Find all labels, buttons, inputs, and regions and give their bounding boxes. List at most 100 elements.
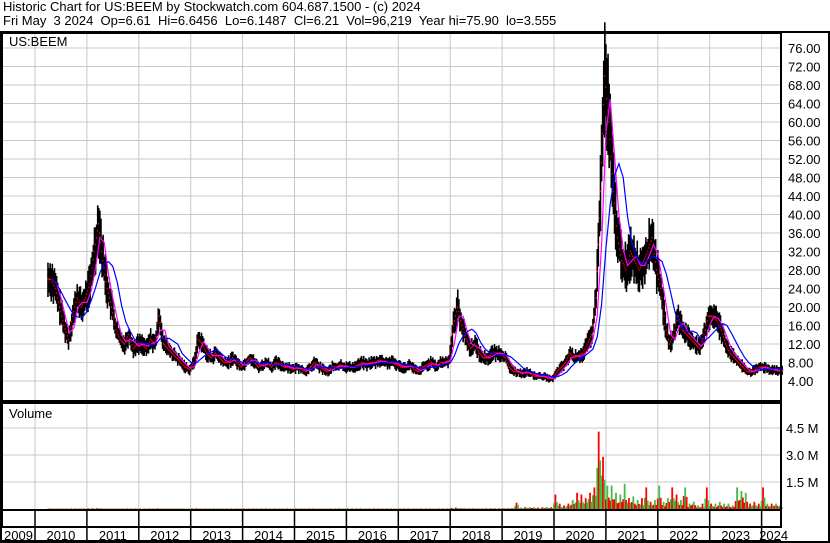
volume-bar xyxy=(727,503,730,509)
close-mark xyxy=(99,232,101,234)
close-mark xyxy=(467,343,470,345)
close-mark xyxy=(51,280,54,283)
volume-bar xyxy=(459,508,462,509)
close-mark xyxy=(186,367,189,370)
close-mark xyxy=(766,367,768,370)
close-mark xyxy=(637,266,640,269)
volume-bar xyxy=(398,508,401,509)
close-mark xyxy=(326,370,328,372)
volume-bar xyxy=(766,503,769,509)
close-mark xyxy=(152,340,154,343)
moving-average-short-line xyxy=(51,98,784,380)
close-mark xyxy=(433,364,435,366)
x-tick-label: 2012 xyxy=(150,528,179,543)
volume-bar xyxy=(372,508,375,509)
volume-bar xyxy=(654,500,656,509)
close-mark xyxy=(746,370,749,373)
close-mark xyxy=(739,362,741,365)
volume-bar xyxy=(531,508,534,509)
close-mark xyxy=(660,287,662,290)
volume-bar xyxy=(109,508,111,509)
close-mark xyxy=(150,339,153,342)
close-mark xyxy=(753,369,755,372)
close-mark xyxy=(209,355,211,358)
volume-bar xyxy=(571,500,574,509)
volume-bar xyxy=(264,508,267,509)
close-mark xyxy=(325,369,327,372)
volume-bar xyxy=(130,508,133,509)
close-mark xyxy=(413,368,416,371)
volume-bar xyxy=(52,508,55,509)
volume-bar xyxy=(609,500,612,509)
close-mark xyxy=(270,366,273,368)
close-mark xyxy=(680,325,683,328)
close-mark xyxy=(340,364,342,366)
close-mark xyxy=(195,350,197,352)
volume-bar xyxy=(668,502,671,509)
close-mark xyxy=(435,366,437,368)
close-mark xyxy=(612,190,615,193)
close-mark xyxy=(689,337,692,340)
volume-bar xyxy=(135,508,137,509)
close-mark xyxy=(530,373,533,375)
close-mark xyxy=(448,359,450,361)
close-mark xyxy=(460,320,462,322)
close-mark xyxy=(120,339,123,342)
close-mark xyxy=(741,365,743,367)
close-mark xyxy=(334,366,337,368)
close-mark xyxy=(719,327,722,329)
close-mark xyxy=(686,333,688,336)
close-mark xyxy=(222,360,224,363)
close-mark xyxy=(438,362,441,365)
close-mark xyxy=(640,264,643,267)
close-mark xyxy=(338,365,340,367)
volume-bar xyxy=(775,503,777,509)
volume-bar xyxy=(333,508,336,509)
close-mark xyxy=(313,362,315,365)
close-mark xyxy=(253,361,256,364)
volume-bar xyxy=(104,508,107,509)
close-mark xyxy=(576,355,579,357)
close-mark xyxy=(277,362,280,365)
close-mark xyxy=(731,354,734,357)
close-mark xyxy=(704,329,707,331)
close-mark xyxy=(606,98,608,100)
close-mark xyxy=(591,333,593,336)
volume-bar xyxy=(433,508,436,509)
volume-bar xyxy=(587,499,590,509)
volume-bar xyxy=(579,502,581,509)
close-mark xyxy=(370,361,373,364)
volume-bar xyxy=(212,508,215,509)
close-mark xyxy=(498,352,500,355)
close-mark xyxy=(403,366,406,368)
close-mark xyxy=(300,368,302,370)
volume-bar xyxy=(199,508,202,509)
close-mark xyxy=(755,368,757,371)
volume-bar xyxy=(619,494,622,509)
close-mark xyxy=(208,354,210,357)
close-mark xyxy=(256,365,259,367)
close-mark xyxy=(611,173,614,175)
volume-bar xyxy=(238,508,241,509)
close-mark xyxy=(196,344,198,346)
close-mark xyxy=(542,375,544,378)
close-mark xyxy=(225,361,228,364)
close-mark xyxy=(78,301,81,304)
close-mark xyxy=(221,359,223,361)
close-mark xyxy=(679,322,682,324)
close-mark xyxy=(266,361,269,364)
close-mark xyxy=(396,364,399,366)
volume-bar xyxy=(463,508,466,509)
close-mark xyxy=(439,361,442,364)
volume-bar xyxy=(760,500,763,509)
close-mark xyxy=(143,345,146,348)
close-mark xyxy=(636,264,639,267)
volume-bar xyxy=(648,505,651,509)
close-mark xyxy=(549,377,552,380)
volume-bar xyxy=(57,508,59,509)
x-tick-label: 2017 xyxy=(410,528,439,543)
close-mark xyxy=(431,361,433,364)
close-mark xyxy=(258,366,260,368)
volume-bar xyxy=(617,502,620,509)
close-mark xyxy=(97,222,100,225)
